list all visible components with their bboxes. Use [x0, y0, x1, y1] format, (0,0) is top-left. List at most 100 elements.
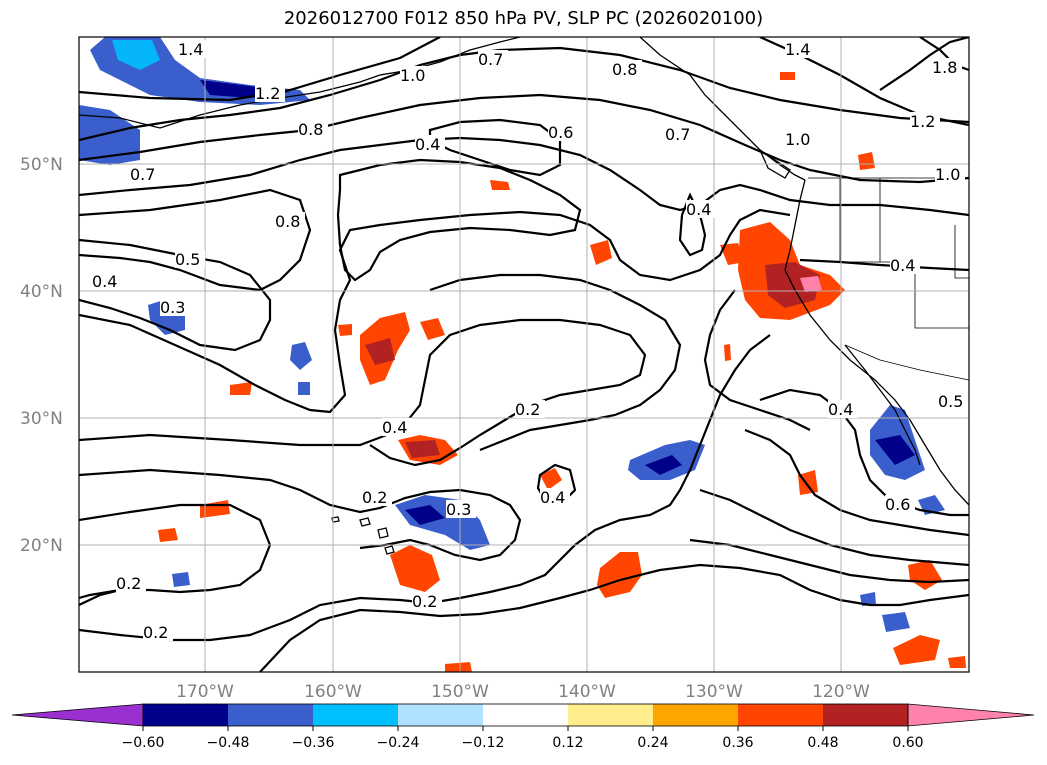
contour-label: 1.4	[178, 40, 203, 59]
colorbar-segment	[568, 704, 653, 726]
lon-label: 130°W	[685, 682, 743, 702]
contour-labels: 1.4 1.2 1.0 0.7 0.8 0.6 0.4 0.7 1.4 1.8 …	[92, 40, 968, 642]
pv-negative-region	[882, 612, 910, 632]
contour-label: 0.4	[890, 256, 915, 275]
pv-negative-region	[79, 105, 140, 165]
colorbar-segment	[228, 704, 313, 726]
vancouver-island	[758, 148, 791, 179]
lon-label: 150°W	[431, 682, 489, 702]
pv-positive-region	[445, 662, 472, 672]
colorbar-tick-label: −0.12	[462, 735, 505, 751]
contour-label: 1.0	[400, 66, 425, 85]
latitude-labels: 50°N 40°N 30°N 20°N	[20, 155, 63, 556]
map-frame	[78, 36, 970, 673]
contour-line	[79, 208, 791, 414]
colorbar-tick-label: −0.48	[207, 735, 250, 751]
contour-label: 0.7	[130, 165, 155, 184]
contour-label: 0.7	[665, 125, 690, 144]
pv-positive-region	[390, 545, 440, 592]
lat-label: 30°N	[20, 409, 63, 429]
contour-line	[428, 118, 562, 177]
contour-label: 0.6	[548, 123, 573, 142]
pv-positive-region	[948, 656, 966, 668]
pv-positive-region	[858, 152, 875, 170]
contour-label: 0.4	[92, 272, 117, 291]
contour-label: 0.3	[160, 298, 185, 317]
lat-label: 20°N	[20, 536, 63, 556]
contour-line	[79, 588, 121, 606]
pv-positive-region	[540, 468, 562, 490]
hawaii-islands	[331, 516, 395, 555]
pv-negative-region	[290, 342, 312, 370]
pv-negative-region	[875, 435, 915, 465]
contour-line	[879, 37, 969, 91]
colorbar-extend-low	[11, 703, 144, 727]
colorbar-tick-label: 0.24	[637, 735, 668, 751]
pv-positive-region	[230, 382, 252, 395]
contour-line	[744, 428, 969, 537]
pv-negative-region	[860, 592, 876, 606]
lon-label: 160°W	[304, 682, 362, 702]
pv-positive-region	[590, 240, 612, 265]
contour-line	[703, 289, 811, 431]
contour-line	[429, 273, 682, 452]
pv-positive-region	[490, 180, 510, 190]
contour-label: 1.8	[932, 58, 957, 77]
colorbar-segment	[823, 704, 908, 726]
pv-negative-region	[172, 572, 190, 587]
colorbar-tick-label: 0.48	[807, 735, 838, 751]
map-title: 2026012700 F012 850 hPa PV, SLP PC (2026…	[283, 8, 764, 29]
graticule	[79, 37, 969, 672]
lon-label: 120°W	[812, 682, 870, 702]
pv-positive-region	[420, 318, 445, 340]
pv-positive-region	[724, 344, 731, 361]
contour-label: 1.4	[785, 40, 810, 59]
colorbar-tick-label: 0.36	[722, 735, 753, 751]
pv-negative-region	[645, 455, 682, 475]
map-area	[79, 37, 969, 672]
colorbar-tick-label: −0.60	[122, 735, 165, 751]
pv-positive-region	[365, 338, 395, 365]
contour-label: 0.8	[275, 212, 300, 231]
colorbar-tick-label: −0.24	[377, 735, 420, 751]
contour-label: 0.8	[298, 120, 323, 139]
contour-line	[699, 488, 969, 567]
pv-positive-region	[780, 72, 795, 80]
contour-label: 0.4	[686, 200, 711, 219]
contour-line	[689, 538, 969, 584]
contour-line	[678, 192, 707, 257]
alaska-panhandle-coast	[639, 37, 806, 181]
coastlines	[79, 37, 969, 555]
pv-positive-region	[158, 528, 178, 542]
contour-label: 0.2	[412, 592, 437, 611]
colorbar-segment	[143, 704, 228, 726]
contour-line	[79, 468, 522, 562]
lon-label: 170°W	[176, 682, 234, 702]
contour-label: 0.2	[143, 623, 168, 642]
contour-line	[79, 334, 771, 642]
contour-label: 0.5	[938, 392, 963, 411]
contour-line	[79, 37, 441, 102]
contour-label: 0.5	[175, 250, 200, 269]
colorbar-segment	[738, 704, 823, 726]
contour-label: 1.0	[785, 130, 810, 149]
baja-california-coast	[844, 344, 921, 466]
contour-line	[336, 158, 582, 282]
contour-label: 0.3	[446, 500, 471, 519]
contour-label: 1.0	[935, 165, 960, 184]
pv-positive-region	[720, 243, 745, 265]
contour-label: 0.4	[415, 135, 440, 154]
pv-positive-region	[405, 440, 440, 458]
us-mexico-border	[844, 344, 969, 381]
colorbar: −0.60 −0.48 −0.36 −0.24 −0.12 0.12 0.24 0.36 0.4…	[11, 703, 1035, 751]
contour-label: 0.2	[116, 574, 141, 593]
slp-contours	[79, 37, 969, 672]
pv-positive-region	[800, 276, 822, 292]
colorbar-segment	[313, 704, 398, 726]
contour-label: 0.4	[540, 488, 565, 507]
colorbar-frame	[142, 703, 909, 727]
colorbar-tick-label: 0.12	[552, 735, 583, 751]
pv-negative-region	[112, 40, 160, 70]
contour-label: 0.6	[885, 495, 910, 514]
